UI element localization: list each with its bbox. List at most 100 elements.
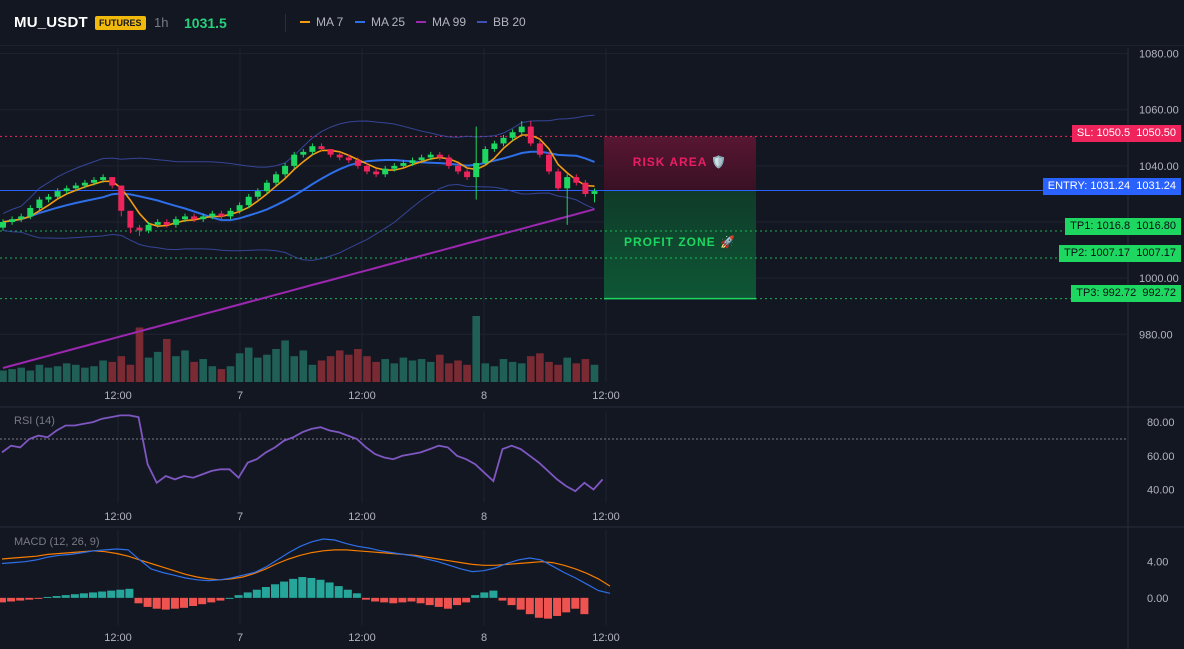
volume-bar — [417, 359, 426, 382]
macd-histogram-bar — [170, 597, 179, 609]
volume-bar — [272, 349, 280, 382]
rsi-line — [1, 414, 604, 493]
timeframe-label[interactable]: 1h — [154, 15, 169, 30]
candle-body — [282, 165, 289, 175]
candle-body — [0, 222, 6, 228]
volume-bar — [0, 370, 7, 382]
ma7-line — [2, 134, 595, 228]
volume-bar — [263, 354, 271, 382]
volume-bar — [345, 354, 353, 382]
volume-bar — [126, 364, 135, 382]
profit-zone — [604, 190, 756, 299]
time-axis-tick: 7 — [237, 390, 243, 402]
candle-body — [309, 146, 316, 152]
volume-bar — [399, 357, 408, 382]
macd-histogram-bar — [116, 589, 125, 598]
risk-area-zone — [604, 136, 756, 191]
candle-body — [482, 149, 489, 164]
candle-body — [409, 160, 416, 164]
macd-histogram-bar — [507, 597, 516, 606]
profit-zone-label: PROFIT ZONE 🚀 — [624, 235, 736, 249]
candle-body — [291, 154, 298, 166]
candle-body — [100, 177, 107, 180]
macd-histogram-bar — [198, 597, 207, 605]
candle-body — [336, 154, 343, 158]
macd-histogram-bar — [16, 597, 25, 601]
candle-body — [564, 177, 571, 189]
volume-bar — [235, 353, 244, 382]
rsi-time-tick: 7 — [237, 511, 243, 523]
rsi-axis-tick: 60.00 — [1147, 451, 1175, 463]
bb20-swatch — [477, 21, 487, 23]
volume-bar — [472, 316, 480, 382]
candle-body — [555, 171, 562, 189]
volume-bar — [381, 359, 389, 382]
volume-bar — [590, 364, 599, 382]
candle-body — [473, 163, 480, 178]
macd-histogram-bar — [98, 591, 107, 598]
legend-ma25[interactable]: MA 25 — [355, 15, 405, 29]
macd-histogram-bar — [371, 597, 380, 602]
symbol-name[interactable]: MU_USDT — [14, 14, 88, 31]
macd-histogram-bar — [453, 597, 461, 606]
macd-histogram-bar — [180, 597, 188, 608]
macd-histogram-bar — [271, 584, 279, 598]
volume-bar — [44, 367, 53, 382]
macd-histogram-bar — [289, 578, 298, 598]
candle-body — [427, 154, 434, 158]
ma25-line — [2, 150, 595, 223]
candle-body — [245, 196, 252, 206]
macd-axis-tick: 4.00 — [1147, 557, 1168, 569]
rsi-axis-tick: 80.00 — [1147, 417, 1175, 429]
rsi-title: RSI (14) — [14, 415, 55, 427]
legend-ma7[interactable]: MA 7 — [300, 15, 343, 29]
rsi-time-tick: 12:00 — [348, 511, 376, 523]
candle-body — [364, 165, 370, 172]
macd-histogram-bar — [234, 595, 243, 598]
macd-time-tick: 12:00 — [348, 632, 376, 644]
candle-body — [327, 149, 334, 155]
volume-bar — [390, 363, 399, 382]
volume-bar — [17, 367, 25, 382]
macd-histogram-bar — [161, 597, 170, 610]
volume-bar — [190, 361, 198, 382]
volume-bar — [563, 357, 571, 382]
macd-histogram-bar — [434, 597, 443, 607]
candle-body — [172, 219, 179, 225]
macd-histogram-bar — [553, 597, 562, 616]
ma25-swatch — [355, 21, 365, 23]
candle-body — [418, 157, 425, 161]
volume-bar — [181, 350, 189, 382]
macd-histogram-bar — [79, 593, 88, 598]
time-axis-tick: 12:00 — [592, 390, 620, 402]
macd-histogram-bar — [189, 597, 198, 606]
candle-body — [509, 132, 516, 138]
legend-ma99[interactable]: MA 99 — [416, 15, 466, 29]
volume-bar — [445, 363, 453, 382]
volume-bar — [254, 357, 262, 382]
candle-body — [118, 185, 125, 211]
macd-histogram-bar — [343, 589, 352, 598]
volume-bar — [581, 359, 590, 382]
candle-body — [45, 196, 52, 200]
macd-title: MACD (12, 26, 9) — [14, 536, 100, 548]
macd-histogram-bar — [544, 597, 552, 619]
macd-histogram-bar — [307, 577, 316, 598]
macd-histogram-bar — [143, 597, 152, 607]
volume-bar — [426, 361, 435, 382]
candle-body — [445, 157, 452, 166]
volume-bar — [163, 338, 171, 382]
candle-body — [91, 179, 97, 183]
macd-histogram-bar — [89, 592, 97, 598]
macd-histogram-bar — [380, 597, 389, 603]
candle-body — [36, 199, 43, 208]
macd-time-tick: 12:00 — [104, 632, 132, 644]
candle-body — [9, 219, 16, 223]
volume-bar — [299, 350, 308, 382]
macd-histogram-bar — [389, 597, 398, 604]
legend-bb20[interactable]: BB 20 — [477, 15, 526, 29]
macd-histogram-bar — [316, 579, 325, 598]
candle-body — [391, 165, 398, 169]
macd-histogram-bar — [498, 597, 507, 601]
